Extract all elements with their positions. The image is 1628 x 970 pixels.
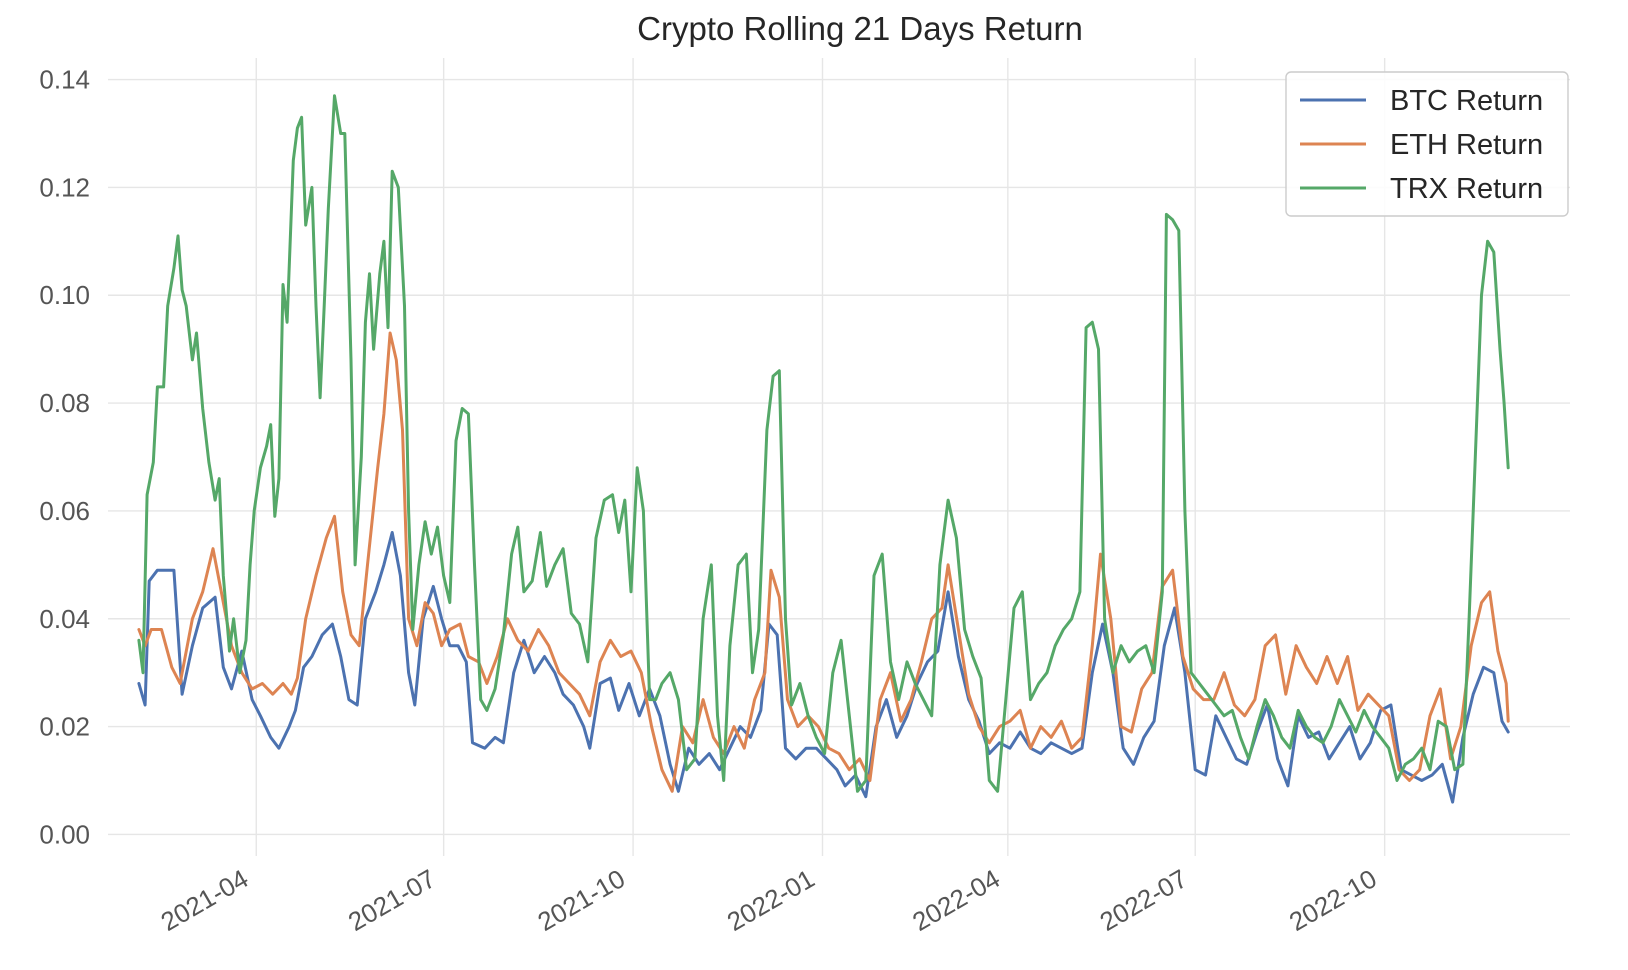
legend: BTC Return ETH Return TRX Return <box>1285 71 1569 217</box>
series-line-trx <box>137 94 1510 793</box>
y-tick-label: 0.02 <box>39 712 90 742</box>
legend-label-btc: BTC Return <box>1390 85 1543 117</box>
series-line-btc <box>137 531 1510 804</box>
x-tick-label: 2022-01 <box>722 863 820 937</box>
y-tick-label: 0.08 <box>39 388 90 418</box>
chart-title: Crypto Rolling 21 Days Return <box>637 10 1083 47</box>
y-tick-label: 0.14 <box>39 65 90 95</box>
series-lines <box>137 94 1510 804</box>
x-axis-ticks: 2021-04 2021-07 2021-10 2022-01 2022-04 2022-… <box>156 863 1382 937</box>
x-tick-label: 2021-07 <box>343 863 441 937</box>
legend-label-eth: ETH Return <box>1390 129 1543 161</box>
y-tick-label: 0.06 <box>39 496 90 526</box>
y-tick-label: 0.10 <box>39 280 90 310</box>
x-tick-label: 2022-04 <box>907 863 1005 937</box>
x-tick-label: 2021-10 <box>532 863 630 937</box>
x-tick-label: 2022-10 <box>1284 863 1382 937</box>
y-tick-label: 0.04 <box>39 604 90 634</box>
legend-box <box>1285 71 1569 217</box>
y-tick-label: 0.12 <box>39 172 90 202</box>
x-tick-label: 2022-07 <box>1095 863 1193 937</box>
series-line-eth <box>137 331 1510 793</box>
x-tick-label: 2021-04 <box>156 863 254 937</box>
y-tick-label: 0.00 <box>39 819 90 849</box>
y-axis-ticks: 0.00 0.02 0.04 0.06 0.08 0.10 0.12 0.14 <box>39 65 90 850</box>
legend-label-trx: TRX Return <box>1390 173 1543 205</box>
